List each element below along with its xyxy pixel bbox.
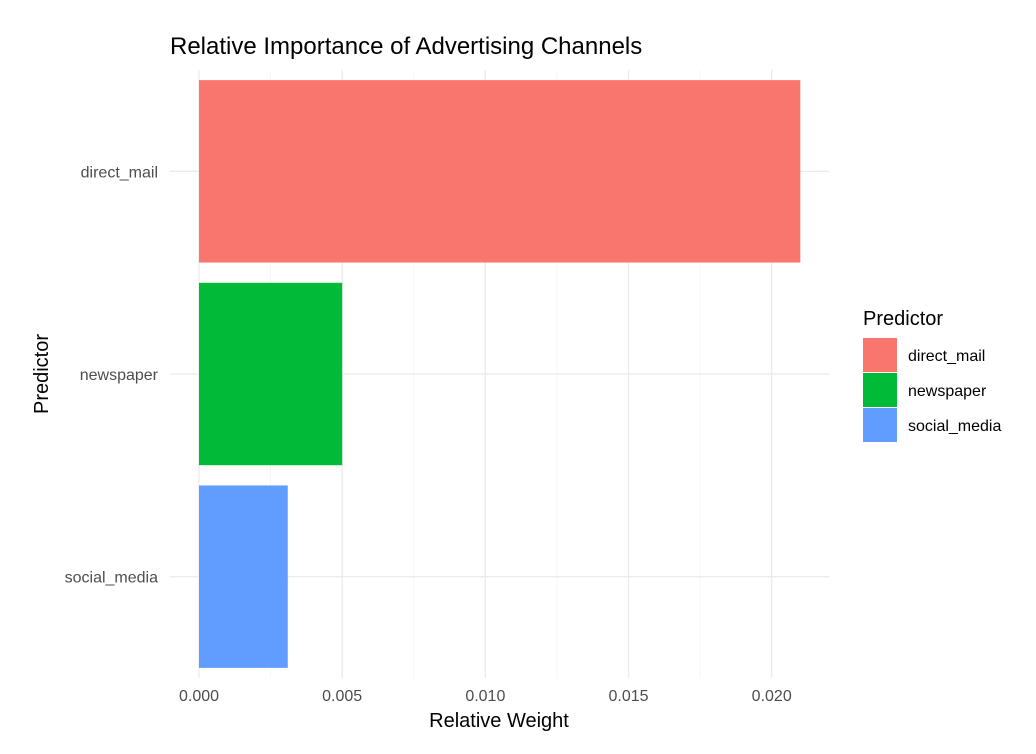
y-axis-ticks: direct_mail newspaper social_media — [65, 164, 159, 586]
legend-items: direct_mail newspaper social_media — [863, 338, 1001, 442]
legend-label-direct-mail: direct_mail — [908, 348, 985, 365]
x-tick-label: 0.010 — [465, 688, 505, 705]
x-axis-ticks: 0.000 0.005 0.010 0.015 0.020 — [179, 688, 792, 705]
x-tick-label: 0.015 — [609, 688, 649, 705]
legend-label-social-media: social_media — [908, 418, 1001, 435]
legend-swatch-newspaper — [863, 373, 897, 407]
legend-label-newspaper: newspaper — [908, 383, 987, 400]
legend: Predictor direct_mail newspaper social_med… — [863, 308, 1001, 442]
y-axis-title: Predictor — [31, 334, 53, 414]
y-tick-label: newspaper — [80, 367, 159, 384]
plot-area — [170, 70, 829, 678]
bar-social-media — [199, 485, 288, 668]
bar-direct-mail — [199, 80, 801, 263]
bars — [199, 80, 801, 668]
bar-newspaper — [199, 282, 343, 466]
legend-swatch-social-media — [863, 408, 897, 442]
legend-title: Predictor — [863, 308, 943, 330]
x-tick-label: 0.000 — [179, 688, 219, 705]
x-axis-title: Relative Weight — [429, 710, 569, 732]
x-tick-label: 0.020 — [752, 688, 792, 705]
legend-swatch-direct-mail — [863, 338, 897, 372]
chart-title: Relative Importance of Advertising Chann… — [170, 33, 642, 60]
y-tick-label: social_media — [65, 570, 158, 587]
y-tick-label: direct_mail — [81, 164, 158, 181]
x-tick-label: 0.005 — [322, 688, 362, 705]
